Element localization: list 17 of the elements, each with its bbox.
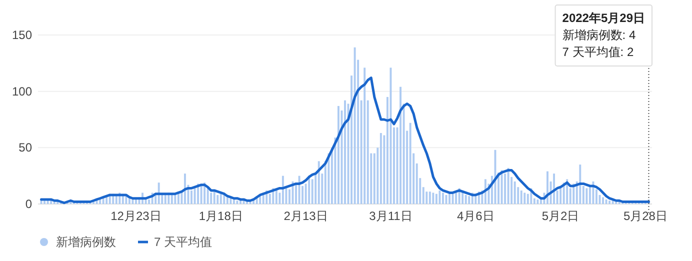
legend-label: 7 天平均值 — [154, 235, 212, 249]
legend-label: 新增病例数 — [56, 235, 116, 249]
x-tick-label: 5月2日 — [542, 209, 580, 223]
x-tick-label: 5月28日 — [623, 209, 668, 223]
x-tick-label: 3月11日 — [369, 209, 412, 223]
y-tick-label: 100 — [12, 84, 32, 98]
y-tick-label: 150 — [12, 28, 32, 42]
x-tick-label: 4月6日 — [456, 209, 494, 223]
tooltip: 2022年5月29日 新增病例数: 4 7 天平均值: 2 — [554, 4, 652, 66]
y-tick-label: 50 — [18, 140, 32, 155]
x-tick-label: 12月23日 — [110, 209, 162, 223]
x-tick-label: 2月13日 — [284, 209, 328, 223]
x-tick-label: 1月18日 — [198, 209, 243, 223]
line-series — [40, 76, 650, 204]
annotation: 新增病例数: 4 — [562, 28, 636, 42]
y-tick-label: 0 — [25, 197, 32, 211]
annotation: 7 天平均值: 2 — [562, 45, 634, 59]
